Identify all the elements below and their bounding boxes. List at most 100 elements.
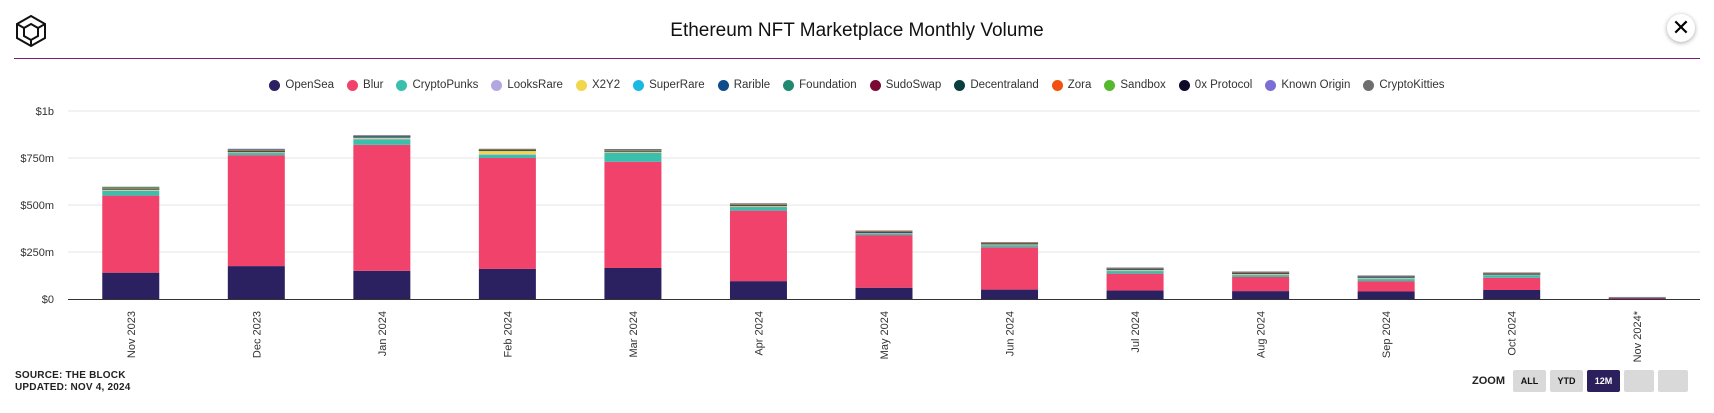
legend-item-decentraland[interactable]: Decentraland <box>954 79 1039 91</box>
bar-blur-nov-2023[interactable] <box>102 195 160 273</box>
legend-item-foundation[interactable]: Foundation <box>783 79 857 91</box>
bar-foundation-dec-2023[interactable] <box>227 151 285 152</box>
bar-cryptopunks-jun-2024[interactable] <box>981 245 1039 248</box>
bar-blur-mar-2024[interactable] <box>604 161 662 268</box>
bar-zora-apr-2024[interactable] <box>729 204 787 206</box>
bar-blur-aug-2024[interactable] <box>1232 277 1290 292</box>
bar-cryptopunks-feb-2024[interactable] <box>478 154 536 158</box>
legend-item-x2y2[interactable]: X2Y2 <box>575 79 620 91</box>
bar-cryptokitties-sep-2024[interactable] <box>1357 275 1415 277</box>
bar-blur-apr-2024[interactable] <box>729 210 787 282</box>
bar-zora-feb-2024[interactable] <box>478 149 536 151</box>
bar-cryptopunks-oct-2024[interactable] <box>1483 275 1541 278</box>
bar-looksrare-feb-2024[interactable] <box>478 154 536 155</box>
bar-superrare-jul-2024[interactable] <box>1106 269 1164 271</box>
bar-blur-jun-2024[interactable] <box>981 247 1039 290</box>
bar-zora-nov-2023[interactable] <box>102 188 160 189</box>
zoom-button-blank-3[interactable] <box>1624 370 1654 392</box>
bar-blur-jan-2024[interactable] <box>353 144 411 271</box>
bar-x2y2-apr-2024[interactable] <box>729 205 787 207</box>
bar-zora-may-2024[interactable] <box>855 231 913 233</box>
bar-blur-jul-2024[interactable] <box>1106 273 1164 291</box>
zoom-button-12m[interactable]: 12M <box>1587 370 1620 392</box>
bar-opensea-feb-2024[interactable] <box>478 268 536 299</box>
bar-x2y2-jan-2024[interactable] <box>353 138 411 139</box>
bar-opensea-oct-2024[interactable] <box>1483 289 1541 299</box>
bar-zora-jul-2024[interactable] <box>1106 268 1164 269</box>
bar-x2y2-sep-2024[interactable] <box>1357 278 1415 279</box>
zoom-button-ytd[interactable]: YTD <box>1550 370 1583 392</box>
bar-opensea-aug-2024[interactable] <box>1232 291 1290 299</box>
legend-item-known-origin[interactable]: Known Origin <box>1265 79 1350 91</box>
bar-x2y2-jul-2024[interactable] <box>1106 270 1164 271</box>
bar-x2y2-jun-2024[interactable] <box>981 244 1039 246</box>
bar-looksrare-sep-2024[interactable] <box>1357 278 1415 280</box>
bar-zora-jan-2024[interactable] <box>353 136 411 137</box>
bar-opensea-jul-2024[interactable] <box>1106 290 1164 299</box>
bar-opensea-nov-2023[interactable] <box>102 272 160 299</box>
bar-cryptokitties-jul-2024[interactable] <box>1106 267 1164 269</box>
bar-looksrare-mar-2024[interactable] <box>604 152 662 153</box>
bar-opensea-jun-2024[interactable] <box>981 289 1039 299</box>
bar-cryptokitties-oct-2024[interactable] <box>1483 272 1541 274</box>
bar-cryptokitties-aug-2024[interactable] <box>1232 271 1290 273</box>
bar-cryptokitties-nov-2023[interactable] <box>102 186 160 188</box>
bar-cryptokitties-feb-2024[interactable] <box>478 148 536 150</box>
bar-opensea-nov-2024[interactable] <box>1608 298 1666 300</box>
legend-item-rarible[interactable]: Rarible <box>717 79 770 91</box>
legend-item-looksrare[interactable]: LooksRare <box>491 79 563 91</box>
bar-zora-mar-2024[interactable] <box>604 150 662 151</box>
bar-opensea-may-2024[interactable] <box>855 287 913 299</box>
bar-cryptopunks-jul-2024[interactable] <box>1106 270 1164 274</box>
legend-item-cryptopunks[interactable]: CryptoPunks <box>396 79 478 91</box>
bar-looksrare-jun-2024[interactable] <box>981 244 1039 246</box>
bar-x2y2-aug-2024[interactable] <box>1232 273 1290 275</box>
bar-cryptokitties-may-2024[interactable] <box>855 230 913 232</box>
bar-sandbox-mar-2024[interactable] <box>604 149 662 151</box>
bar-blur-oct-2024[interactable] <box>1483 277 1541 290</box>
bar-zora-aug-2024[interactable] <box>1232 272 1290 274</box>
legend-item-blur[interactable]: Blur <box>347 79 383 91</box>
bar-sandbox-nov-2023[interactable] <box>102 187 160 189</box>
bar-opensea-dec-2023[interactable] <box>227 266 285 299</box>
bar-superrare-sep-2024[interactable] <box>1357 277 1415 279</box>
bar-opensea-mar-2024[interactable] <box>604 267 662 299</box>
bar-opensea-jan-2024[interactable] <box>353 270 411 299</box>
bar-looksrare-oct-2024[interactable] <box>1483 274 1541 276</box>
bar-cryptopunks-apr-2024[interactable] <box>729 206 787 211</box>
legend-item-sudoswap[interactable]: SudoSwap <box>869 79 941 91</box>
bar-blur-nov-2024[interactable] <box>1608 297 1666 299</box>
bar-known-origin-dec-2023[interactable] <box>227 149 285 151</box>
bar-looksrare-apr-2024[interactable] <box>729 206 787 208</box>
bar-cryptokitties-dec-2023[interactable] <box>227 148 285 150</box>
bar-superrare-jan-2024[interactable] <box>353 136 411 139</box>
bar-cryptopunks-sep-2024[interactable] <box>1357 278 1415 282</box>
bar-looksrare-nov-2023[interactable] <box>102 190 160 191</box>
zoom-button-blank-4[interactable] <box>1658 370 1688 392</box>
bar-opensea-apr-2024[interactable] <box>729 281 787 299</box>
bar-looksrare-jul-2024[interactable] <box>1106 270 1164 272</box>
bar-cryptopunks-nov-2023[interactable] <box>102 190 160 196</box>
bar-blur-dec-2023[interactable] <box>227 155 285 267</box>
bar-cryptokitties-apr-2024[interactable] <box>729 203 787 204</box>
legend-item-zora[interactable]: Zora <box>1051 79 1091 91</box>
bar-x2y2-oct-2024[interactable] <box>1483 274 1541 276</box>
bar-cryptopunks-may-2024[interactable] <box>855 233 913 236</box>
bar-cryptopunks-dec-2023[interactable] <box>227 152 285 156</box>
legend-item-0x-protocol[interactable]: 0x Protocol <box>1178 79 1252 91</box>
bar-zora-sep-2024[interactable] <box>1357 276 1415 277</box>
bar-cryptopunks-mar-2024[interactable] <box>604 152 662 162</box>
bar-blur-may-2024[interactable] <box>855 235 913 288</box>
bar-x2y2-feb-2024[interactable] <box>478 150 536 155</box>
bar-looksrare-jan-2024[interactable] <box>353 138 411 140</box>
bar-looksrare-aug-2024[interactable] <box>1232 274 1290 276</box>
bar-looksrare-may-2024[interactable] <box>855 233 913 234</box>
bar-x2y2-mar-2024[interactable] <box>604 151 662 153</box>
close-icon[interactable]: ✕ <box>1667 14 1695 42</box>
bar-cryptokitties-mar-2024[interactable] <box>604 148 662 150</box>
bar-cryptokitties-jun-2024[interactable] <box>981 242 1039 243</box>
bar-x2y2-dec-2023[interactable] <box>227 151 285 153</box>
bar-looksrare-dec-2023[interactable] <box>227 152 285 154</box>
bar-cryptopunks-nov-2024[interactable] <box>1608 296 1666 298</box>
bar-cryptopunks-jan-2024[interactable] <box>353 139 411 145</box>
